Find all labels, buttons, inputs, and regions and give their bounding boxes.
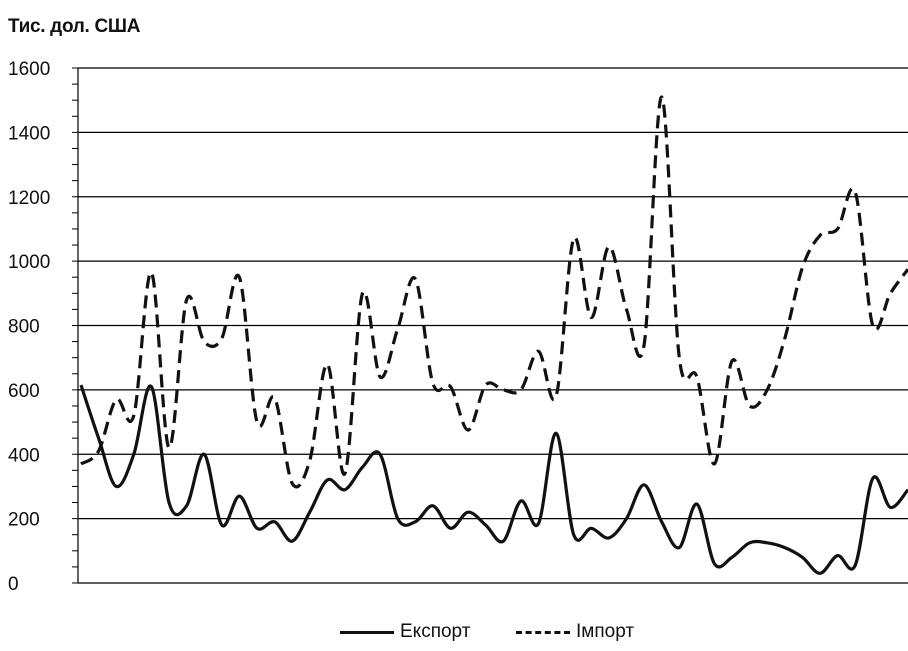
y-tick-label: 1400 bbox=[8, 123, 50, 144]
y-axis bbox=[72, 67, 79, 584]
y-tick-labels: 0 200 400 600 800 1000 1200 1400 1600 bbox=[8, 59, 50, 595]
legend-label-import: Імпорт bbox=[576, 621, 635, 642]
legend-item-export: Експорт bbox=[340, 621, 470, 643]
y-tick-label: 400 bbox=[8, 445, 40, 466]
y-tick-label: 200 bbox=[8, 510, 40, 531]
y-tick-label: 0 bbox=[8, 574, 19, 595]
series-line-export bbox=[79, 384, 908, 575]
series-line-import bbox=[80, 95, 908, 489]
legend-item-import: Імпорт bbox=[516, 621, 634, 643]
y-tick-label: 1000 bbox=[8, 252, 50, 273]
y-tick-label: 1200 bbox=[8, 188, 50, 209]
y-tick-label: 800 bbox=[8, 317, 40, 338]
y-tick-label: 1600 bbox=[8, 59, 50, 80]
solid-line-icon bbox=[340, 630, 394, 634]
series-lines bbox=[79, 95, 908, 575]
legend-label-export: Експорт bbox=[400, 621, 471, 642]
y-tick-label: 600 bbox=[8, 381, 40, 402]
gridlines bbox=[78, 67, 908, 584]
y-axis-unit-label: Тис. дол. США bbox=[8, 16, 141, 37]
dashed-line-icon bbox=[516, 630, 570, 634]
legend: Експорт Імпорт bbox=[0, 621, 908, 651]
